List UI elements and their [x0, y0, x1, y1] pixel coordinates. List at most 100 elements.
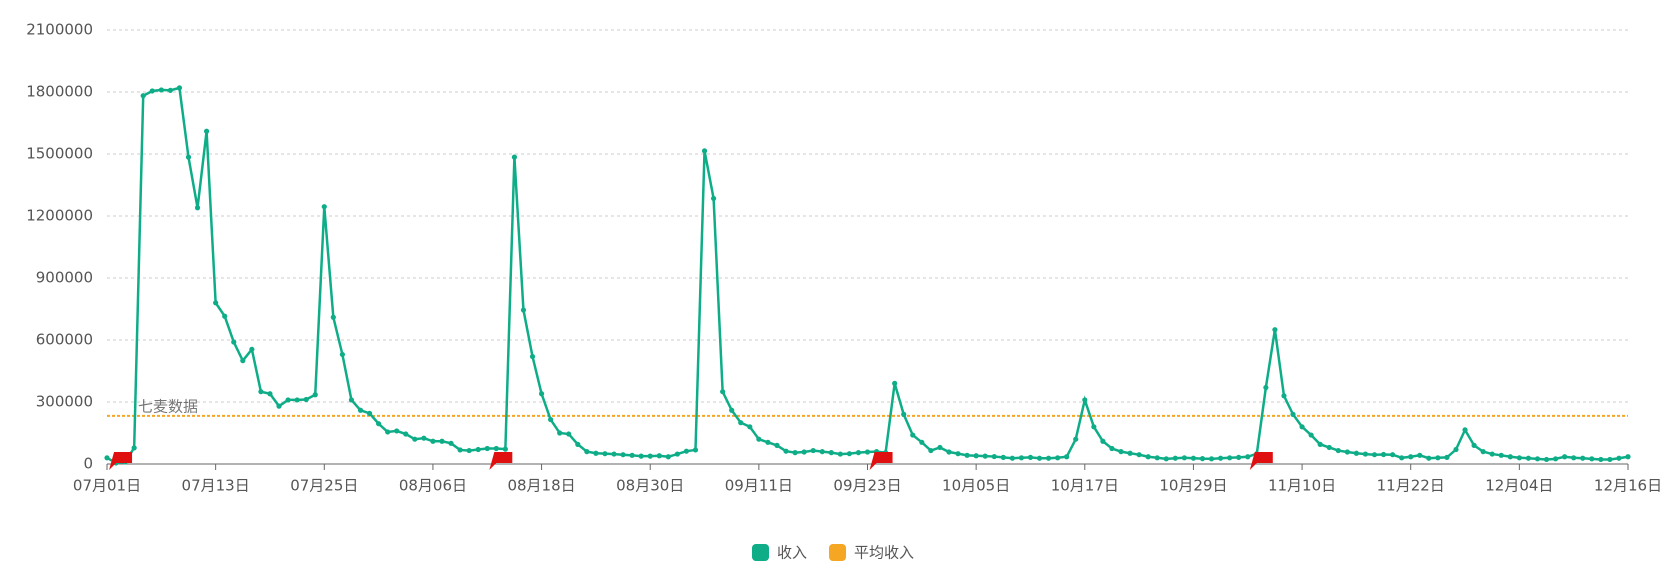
data-point [1018, 455, 1025, 461]
data-point [720, 389, 726, 395]
y-tick-label: 1800000 [26, 83, 93, 101]
data-point [756, 436, 762, 442]
data-point [158, 87, 164, 93]
data-point [385, 429, 391, 435]
data-point [629, 452, 635, 458]
y-tick-label: 1500000 [26, 145, 93, 163]
data-point [185, 154, 192, 160]
legend-label[interactable]: 平均收入 [854, 544, 914, 562]
data-point [892, 380, 898, 386]
x-tick-label: 08月06日 [399, 477, 467, 495]
data-point [1625, 454, 1631, 460]
data-point [1598, 456, 1604, 463]
data-point [1534, 456, 1541, 462]
data-point [1426, 455, 1432, 461]
data-point [575, 441, 581, 447]
data-point [1335, 447, 1341, 454]
data-point [1353, 450, 1359, 456]
data-point [1163, 456, 1169, 462]
y-tick-label: 1200000 [26, 207, 93, 225]
data-point [403, 431, 409, 437]
data-point [303, 396, 309, 403]
data-point [1371, 452, 1378, 458]
y-tick-label: 600000 [36, 331, 93, 349]
data-point [538, 391, 545, 397]
data-point [1208, 456, 1215, 462]
data-point [1580, 455, 1586, 461]
data-point [1281, 393, 1287, 399]
legend-swatch[interactable] [752, 544, 769, 561]
data-point [674, 451, 680, 457]
data-point [493, 445, 499, 452]
data-point [222, 313, 228, 319]
data-point [376, 421, 382, 427]
data-point [149, 88, 155, 94]
data-point [276, 403, 282, 409]
data-point [140, 93, 146, 99]
x-tick-label: 09月23日 [833, 477, 901, 495]
data-point [285, 397, 291, 403]
data-point [1181, 455, 1187, 461]
data-point [964, 452, 970, 458]
data-point [656, 453, 662, 459]
data-point [231, 339, 237, 345]
legend-label[interactable]: 收入 [777, 544, 807, 562]
data-point [973, 453, 979, 459]
data-point [1082, 397, 1088, 403]
data-point [1362, 451, 1369, 457]
data-point [710, 195, 717, 202]
data-point [819, 449, 825, 455]
data-point [249, 346, 255, 352]
data-point [919, 439, 925, 445]
data-point [1073, 436, 1079, 442]
data-point [194, 205, 201, 211]
data-point [1272, 327, 1278, 333]
data-point [557, 430, 563, 436]
data-point [294, 397, 300, 403]
data-point [1199, 456, 1206, 462]
data-point [1571, 455, 1577, 461]
data-point [1145, 454, 1151, 460]
data-point [1045, 455, 1052, 461]
data-point [1390, 452, 1396, 458]
x-tick-label: 10月29日 [1159, 477, 1227, 495]
x-tick-label: 08月30日 [616, 477, 684, 495]
data-point [330, 314, 336, 320]
x-tick-label: 07月01日 [73, 477, 141, 495]
data-point [1471, 442, 1477, 448]
y-tick-label: 2100000 [26, 21, 93, 39]
data-point [792, 450, 798, 456]
data-point [683, 448, 690, 454]
data-point [1317, 441, 1323, 447]
data-point [692, 447, 699, 453]
x-tick-label: 11月10日 [1268, 477, 1336, 495]
data-point [864, 449, 871, 455]
data-point [991, 453, 997, 460]
data-point [1589, 456, 1595, 462]
data-point [1480, 449, 1486, 455]
data-point [1453, 446, 1459, 453]
data-point [1127, 450, 1133, 456]
data-point [511, 154, 518, 160]
data-point [412, 436, 418, 442]
data-point [1380, 451, 1387, 458]
data-point [1507, 454, 1513, 460]
data-point [240, 358, 246, 364]
data-point [1607, 456, 1613, 463]
data-point [1562, 454, 1568, 460]
data-point [747, 424, 753, 430]
data-point [1000, 454, 1006, 460]
data-point [855, 450, 862, 456]
data-point [1190, 455, 1197, 461]
data-point [1263, 384, 1269, 391]
data-point [566, 431, 572, 437]
data-point [901, 411, 907, 417]
data-point [1064, 454, 1070, 460]
data-point [548, 416, 554, 423]
data-point [1489, 451, 1495, 457]
data-point [348, 397, 355, 403]
event-flag [109, 452, 133, 470]
x-tick-label: 07月13日 [182, 477, 250, 495]
legend-swatch[interactable] [829, 544, 847, 561]
